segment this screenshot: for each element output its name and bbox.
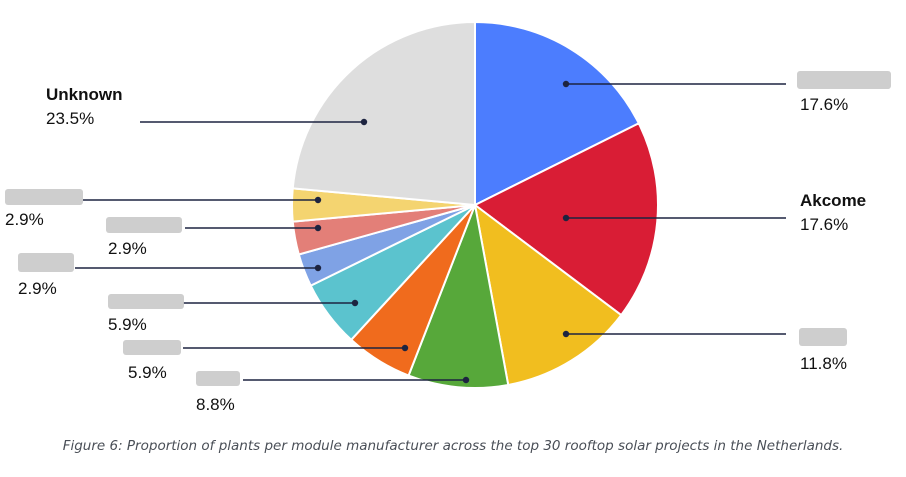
slice-value-label: 2.9% bbox=[108, 239, 147, 258]
slice-value-label: 5.9% bbox=[108, 315, 147, 334]
redacted-label bbox=[799, 328, 847, 346]
leader-dot bbox=[314, 196, 322, 204]
redacted-label bbox=[123, 340, 181, 355]
redacted-label bbox=[797, 71, 891, 89]
redacted-label bbox=[106, 217, 182, 233]
slice-name-label: Akcome bbox=[800, 191, 866, 210]
pie-slice-4 bbox=[407, 201, 510, 390]
pie-slice-1 bbox=[474, 20, 641, 207]
slice-value-label: 17.6% bbox=[800, 95, 848, 114]
slice-value-label: 23.5% bbox=[46, 109, 94, 128]
pie-slice-unknown bbox=[291, 20, 476, 207]
redacted-label bbox=[196, 371, 240, 386]
slice-value-label: 8.8% bbox=[196, 395, 235, 414]
leader-dot bbox=[562, 330, 570, 338]
slice-value-label: 2.9% bbox=[5, 210, 44, 229]
figure-caption: Figure 6: Proportion of plants per modul… bbox=[62, 438, 844, 454]
leader-dot bbox=[562, 214, 570, 222]
slice-value-label: 17.6% bbox=[800, 215, 848, 234]
pie-slices bbox=[290, 20, 659, 390]
slice-value-label: 11.8% bbox=[800, 354, 847, 373]
pie-slice-3 bbox=[473, 202, 623, 387]
leader-dot bbox=[351, 299, 359, 307]
leader-dot bbox=[401, 344, 409, 352]
slice-name-label: Unknown bbox=[46, 85, 123, 104]
leader-dot bbox=[314, 224, 322, 232]
redacted-label bbox=[5, 189, 83, 205]
leader-dot bbox=[562, 80, 570, 88]
redacted-label bbox=[18, 253, 74, 272]
slice-value-label: 5.9% bbox=[128, 363, 167, 382]
slice-labels: 17.6% Akcome 17.6% 11.8% 8.8% 5.9% 5.9% 2.9% 2.9… bbox=[5, 71, 891, 414]
slice-value-label: 2.9% bbox=[18, 279, 57, 298]
redacted-label bbox=[108, 294, 184, 309]
leader-dot bbox=[314, 264, 322, 272]
leader-dot bbox=[462, 376, 470, 384]
leader-dot bbox=[360, 118, 368, 126]
